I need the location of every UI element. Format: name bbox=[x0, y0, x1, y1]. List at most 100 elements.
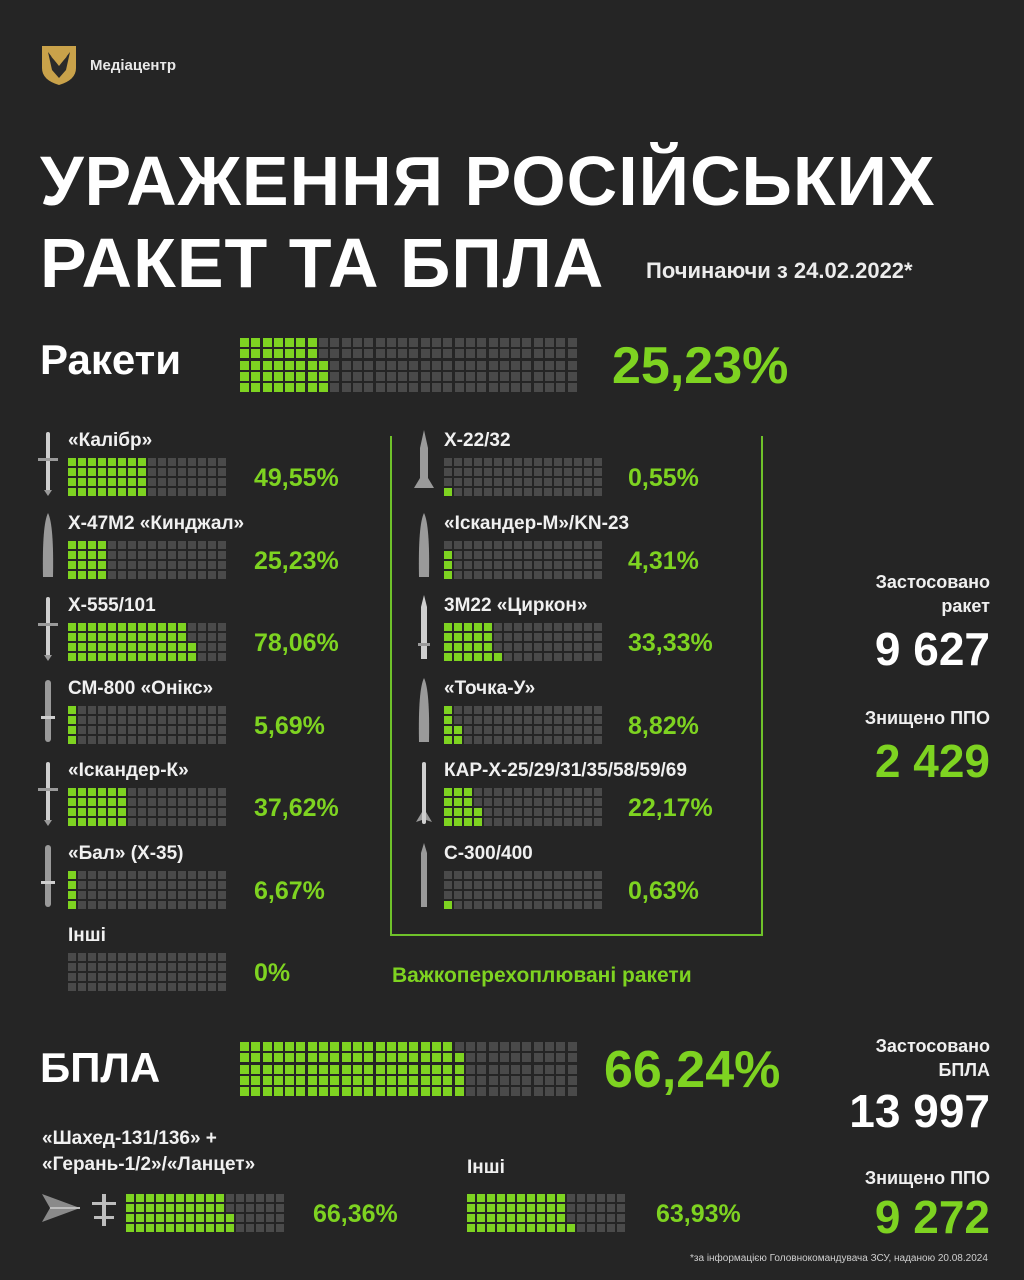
drones-overall-cell bbox=[477, 1042, 487, 1051]
shahed-cell bbox=[176, 1194, 184, 1202]
missile-bar-cell bbox=[158, 818, 166, 826]
missile-bar-cell bbox=[178, 478, 186, 486]
missile-bar-cell bbox=[208, 623, 216, 631]
missiles-overall-cell bbox=[330, 349, 340, 359]
drones-other-cell bbox=[577, 1204, 585, 1212]
drones-overall-cell bbox=[511, 1053, 521, 1063]
missile-bar-cell bbox=[168, 798, 176, 806]
drones-overall-cell bbox=[262, 1075, 272, 1085]
missile-bar-cell bbox=[68, 880, 76, 889]
missile-bar-cell bbox=[88, 735, 96, 744]
drones-overall-cell bbox=[386, 1042, 396, 1051]
shahed-cell bbox=[186, 1224, 194, 1232]
missile-bar-cell bbox=[78, 488, 86, 496]
missile-bar-cell bbox=[574, 870, 582, 879]
shahed-cell bbox=[256, 1194, 264, 1202]
missile-bar-cell bbox=[178, 900, 186, 909]
drones-overall-cell bbox=[556, 1087, 566, 1097]
missile-bar-cell bbox=[88, 653, 96, 661]
missile-bar-cell bbox=[574, 653, 582, 661]
missile-bar-cell bbox=[574, 705, 582, 714]
missile-bar-cell bbox=[138, 890, 146, 899]
missile-bar-cell bbox=[188, 643, 196, 651]
missile-bar-cell bbox=[444, 735, 452, 744]
drones-destroyed-label: Знищено ППО bbox=[864, 1168, 990, 1188]
missiles-overall-bar bbox=[240, 338, 577, 393]
drones-overall-cell bbox=[488, 1064, 498, 1074]
missile-bar-cell bbox=[118, 478, 126, 486]
drones-overall-cell bbox=[330, 1087, 340, 1097]
missile-bar-cell bbox=[98, 798, 106, 806]
missile-bar-cell bbox=[88, 953, 96, 961]
missile-bar-cell bbox=[494, 808, 502, 816]
missile-bar-cell bbox=[544, 870, 552, 879]
missile-bar-cell bbox=[158, 468, 166, 476]
shahed-grid bbox=[126, 1194, 284, 1232]
missile-bar-cell bbox=[594, 488, 602, 496]
missile-bar-cell bbox=[98, 488, 106, 496]
missile-bar-cell bbox=[464, 468, 472, 476]
missile-bar-cell bbox=[574, 735, 582, 744]
drones-overall-cell bbox=[488, 1042, 498, 1051]
missile-bar-cell bbox=[68, 788, 76, 796]
shahed-cell bbox=[226, 1224, 234, 1232]
missile-bar-cell bbox=[138, 478, 146, 486]
missile-bar-cell bbox=[128, 818, 136, 826]
missile-bar-cell bbox=[554, 808, 562, 816]
missile-bar-cell bbox=[88, 623, 96, 631]
shahed-cell bbox=[146, 1214, 154, 1222]
missile-bar-cell bbox=[168, 633, 176, 641]
shahed-cell bbox=[126, 1204, 134, 1212]
missile-bar-cell bbox=[98, 963, 106, 971]
missile-bar-cell bbox=[218, 633, 226, 641]
missile-bar-cell bbox=[544, 788, 552, 796]
missile-bar-cell bbox=[128, 488, 136, 496]
missile-bar-cell bbox=[444, 890, 452, 899]
missile-bar-cell bbox=[464, 808, 472, 816]
missile-bar-cell bbox=[208, 983, 216, 991]
missile-bar-cell bbox=[118, 653, 126, 661]
drones-other-grid bbox=[467, 1194, 625, 1232]
missile-bar-cell bbox=[108, 540, 116, 549]
missile-bar-cell bbox=[544, 468, 552, 476]
missile-bar-cell bbox=[68, 798, 76, 806]
missiles-overall-cell bbox=[443, 349, 453, 359]
missile-bar-cell bbox=[464, 488, 472, 496]
missile-bar-cell bbox=[88, 560, 96, 569]
missile-bar-cell bbox=[108, 488, 116, 496]
missile-bar-cell bbox=[484, 633, 492, 641]
missile-bar-cell bbox=[464, 890, 472, 899]
drones-other-cell bbox=[557, 1194, 565, 1202]
missile-bar-cell bbox=[148, 488, 156, 496]
missile-bar-cell bbox=[514, 818, 522, 826]
missile-bar-cell bbox=[504, 880, 512, 889]
air-missile-icon bbox=[412, 758, 436, 833]
missiles-overall-cell bbox=[398, 360, 408, 370]
missile-bar-cell bbox=[88, 798, 96, 806]
missiles-overall-cell bbox=[556, 338, 566, 347]
missile-bar-cell bbox=[168, 788, 176, 796]
missile-bar-cell bbox=[78, 478, 86, 486]
missiles-overall-cell bbox=[409, 360, 419, 370]
shahed-pct: 66,36% bbox=[313, 1200, 398, 1228]
missile-bar-cell bbox=[584, 643, 592, 651]
missiles-overall-cell bbox=[273, 338, 283, 347]
missile-bar-cell bbox=[444, 478, 452, 486]
missile-bar-cell bbox=[474, 458, 482, 466]
org-name: Медіацентр bbox=[90, 57, 177, 74]
shahed-cell bbox=[146, 1224, 154, 1232]
shahed-cell bbox=[156, 1224, 164, 1232]
drones-other-cell bbox=[587, 1214, 595, 1222]
missile-bar-cell bbox=[534, 458, 542, 466]
drones-other-cell bbox=[587, 1194, 595, 1202]
missile-bar-cell bbox=[168, 973, 176, 981]
drones-overall-cell bbox=[352, 1053, 362, 1063]
missile-bar-cell bbox=[158, 963, 166, 971]
missile-bar-cell bbox=[208, 808, 216, 816]
shahed-cell bbox=[276, 1194, 284, 1202]
missile-bar-cell bbox=[544, 633, 552, 641]
missile-bar-cell bbox=[584, 725, 592, 734]
missile-bar-cell bbox=[98, 725, 106, 734]
drones-overall-cell bbox=[375, 1064, 385, 1074]
missile-bar-cell bbox=[514, 458, 522, 466]
